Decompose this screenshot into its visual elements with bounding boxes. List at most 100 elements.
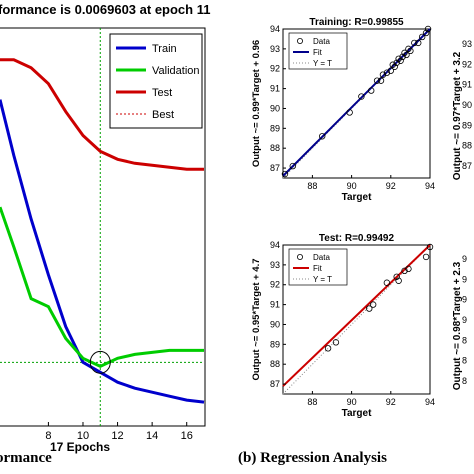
data-point xyxy=(405,265,412,273)
partial-ylabel-2: Output ~= 0.98*Target + 2.3 xyxy=(452,261,463,390)
legend-label-validation: Validation xyxy=(152,65,200,77)
regression-title: Test: R=0.99492 xyxy=(319,233,395,244)
legend-swatch-data xyxy=(296,253,303,260)
performance-plot: formance is 0.0069603 at epoch 11 8 10 12 1… xyxy=(0,2,210,454)
ytick-label: 91 xyxy=(270,84,280,94)
data-point xyxy=(332,339,340,346)
performance-title: formance is 0.0069603 at epoch 11 xyxy=(0,2,210,17)
data-point xyxy=(395,55,402,62)
data-point xyxy=(393,273,400,280)
regression-training-plot: Training: R=0.99855 88 90 92 94 87 88 89 90 91 92 9… xyxy=(251,17,435,203)
partial-ylabel-1: Output ~= 0.97*Target + 3.2 xyxy=(452,51,463,180)
data-point xyxy=(391,63,398,70)
legend-label: Data xyxy=(313,253,330,262)
legend-label: Y = T xyxy=(313,59,332,68)
xtick-label: 88 xyxy=(307,397,317,407)
partial-ytick-label: 8 xyxy=(462,356,467,366)
fit-line xyxy=(282,28,431,177)
ytick-label: 89 xyxy=(270,123,280,133)
regression-test-plot: Test: R=0.99492 88 90 92 94 87 88 89 90 91 92 93 94 T… xyxy=(251,233,435,419)
partial-ytick-label: 9 xyxy=(462,295,467,305)
data-point xyxy=(424,25,432,33)
ytick-label: 89 xyxy=(270,339,280,349)
xtick-label: 90 xyxy=(347,181,357,191)
data-point xyxy=(387,67,394,74)
data-point xyxy=(415,39,422,47)
partial-ytick-label: 8 xyxy=(462,376,467,386)
series-line-validation xyxy=(0,206,204,368)
partial-ytick-label: 90 xyxy=(462,100,472,110)
data-point xyxy=(366,305,373,312)
ytick-label: 88 xyxy=(270,359,280,369)
partial-ytick-label: 8 xyxy=(462,335,467,345)
legend-label-best: Best xyxy=(152,109,174,121)
caption-performance: ormance xyxy=(0,450,52,466)
best-point-marker xyxy=(89,350,111,374)
legend-label-train: Train xyxy=(152,43,177,55)
data-point xyxy=(373,77,381,84)
data-point xyxy=(397,57,404,64)
data-point xyxy=(393,59,400,66)
regression-xlabel: Target xyxy=(342,192,372,203)
data-point xyxy=(405,45,412,53)
ytick-label: 92 xyxy=(270,280,280,290)
regression-ylabel: Output ~= 0.95*Target + 4.7 xyxy=(251,258,262,380)
perf-xtick-label: 10 xyxy=(77,430,89,442)
partial-ytick-label: 9 xyxy=(462,274,467,284)
ytick-label: 90 xyxy=(270,103,280,113)
data-point xyxy=(346,109,353,116)
regression-title: Training: R=0.99855 xyxy=(309,17,404,28)
partial-ytick-label: 91 xyxy=(462,80,472,90)
data-point xyxy=(418,33,426,41)
xtick-label: 92 xyxy=(386,181,396,191)
ytick-label: 90 xyxy=(270,319,280,329)
legend-label: Fit xyxy=(313,48,323,57)
data-point xyxy=(281,170,289,178)
series-line-test xyxy=(0,58,204,171)
ytick-label: 94 xyxy=(270,24,280,34)
ytick-label: 93 xyxy=(270,260,280,270)
data-point xyxy=(383,279,391,286)
perf-xtick-label: 14 xyxy=(146,430,158,442)
perf-xtick-label: 8 xyxy=(45,430,51,442)
caption-regression: (b) Regression Analysis xyxy=(238,450,387,466)
ytick-label: 92 xyxy=(270,64,280,74)
data-point xyxy=(358,93,365,100)
data-point xyxy=(379,71,387,78)
xtick-label: 88 xyxy=(307,181,317,191)
data-point xyxy=(401,49,408,57)
partial-ytick-label: 93 xyxy=(462,39,472,49)
data-point xyxy=(289,162,296,170)
data-point xyxy=(401,267,408,275)
ytick-label: 87 xyxy=(270,163,280,173)
data-point xyxy=(403,51,410,59)
partial-ytick-label: 9 xyxy=(462,254,467,264)
data-point xyxy=(395,277,402,284)
regression-validation-partial: Output ~= 0.97*Target + 3.2 93 92 91 90 89 88… xyxy=(452,39,472,180)
data-point xyxy=(426,243,434,251)
partial-ytick-label: 88 xyxy=(462,141,472,151)
data-point xyxy=(377,77,385,84)
data-point xyxy=(319,133,326,140)
series-line-train xyxy=(0,99,205,404)
perf-xtick-label: 16 xyxy=(181,430,193,442)
data-point xyxy=(422,29,430,37)
legend-label-test: Test xyxy=(152,87,172,99)
regression-ylabel: Output ~= 0.99*Target + 0.96 xyxy=(251,40,262,167)
regression-xlabel: Target xyxy=(342,408,372,419)
ytick-label: 91 xyxy=(270,300,280,310)
ytick-label: 88 xyxy=(270,143,280,153)
ytick-label: 94 xyxy=(270,240,280,250)
data-point xyxy=(324,345,332,352)
legend-swatch-data xyxy=(296,38,303,45)
data-point xyxy=(411,39,418,47)
legend-label: Data xyxy=(313,37,330,46)
data-point xyxy=(389,61,396,68)
regression-all-partial: Output ~= 0.98*Target + 2.3 9 9 9 9 8 8 8 xyxy=(452,254,467,390)
xtick-label: 94 xyxy=(425,181,435,191)
xtick-label: 90 xyxy=(347,397,357,407)
xtick-label: 94 xyxy=(425,397,435,407)
partial-ytick-label: 89 xyxy=(462,120,472,130)
data-point xyxy=(422,253,430,261)
